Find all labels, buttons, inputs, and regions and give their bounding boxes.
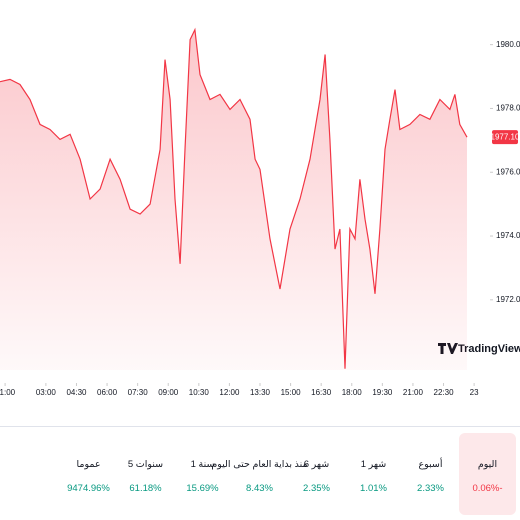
performance-cell[interactable]: منذ بداية العام حتى اليوم 8.43% [211,433,307,515]
period-change: 0.06%- [472,483,503,494]
period-label: عموما [76,459,101,470]
x-tick-label: 15:00 [281,388,302,397]
y-tick-label: 1978.00 [496,104,520,113]
period-label: 1 سنة [190,459,215,470]
performance-cell[interactable]: اليوم 0.06%- [459,433,516,515]
x-tick-label: 07:30 [128,388,149,397]
performance-cell[interactable]: 6 شهر 2.35% [288,433,345,515]
period-label: اليوم [477,459,498,470]
x-tick-label: 19:30 [372,388,393,397]
x-tick-label: 09:00 [158,388,179,397]
x-tick-label: 18:00 [342,388,363,397]
y-tick-label: 1974.00 [496,231,520,240]
x-tick-label: 03:00 [36,388,57,397]
period-change: 8.43% [246,483,273,494]
x-tick-label: 22:30 [434,388,455,397]
period-change: 2.35% [303,483,330,494]
y-tick-label: 1972.00 [496,295,520,304]
performance-cell[interactable]: عموما 9474.96% [60,433,117,515]
x-tick-label: 10:30 [189,388,210,397]
last-price-label: 1977.10 [491,132,520,141]
last-price-badge [492,130,518,145]
performance-bar: اليوم 0.06%- أسبوع 2.33% 1 شهر 1.01% 6 شهر 2.35… [0,426,520,520]
area [0,29,467,370]
period-change: 2.33% [417,483,444,494]
x-tick-label: 21:00 [403,388,424,397]
x-tick-label: 06:00 [97,388,118,397]
period-change: 61.18% [129,483,162,494]
x-tick-label: 01:00 [0,388,16,397]
period-label: منذ بداية العام حتى اليوم [211,459,308,470]
period-change: 1.01% [360,483,387,494]
x-tick-label: 23 [470,388,479,397]
performance-cell[interactable]: 5 سنوات 61.18% [117,433,174,515]
y-tick-label: 1976.00 [496,167,520,176]
period-change: 9474.96% [67,483,110,494]
price-line [0,27,468,369]
chart: TradingView 1972.00 1974.00 1976.00 1978.00… [0,27,520,397]
period-label: 5 سنوات [127,459,164,470]
y-tick-label: 1980.00 [496,40,520,49]
performance-cell[interactable]: 1 شهر 1.01% [345,433,402,515]
x-tick-label: 12:00 [219,388,240,397]
period-label: 1 شهر [360,459,387,470]
period-change: 15.69% [186,483,219,494]
x-tick-label: 13:30 [250,388,271,397]
period-label: أسبوع [418,459,443,470]
period-label: 6 شهر [303,459,330,470]
x-tick-label: 16:30 [311,388,332,397]
x-tick-label: 04:30 [66,388,87,397]
performance-cell[interactable]: 1 سنة 15.69% [174,433,231,515]
performance-cell[interactable]: أسبوع 2.33% [402,433,459,515]
brand-name: TradingView [458,343,520,355]
